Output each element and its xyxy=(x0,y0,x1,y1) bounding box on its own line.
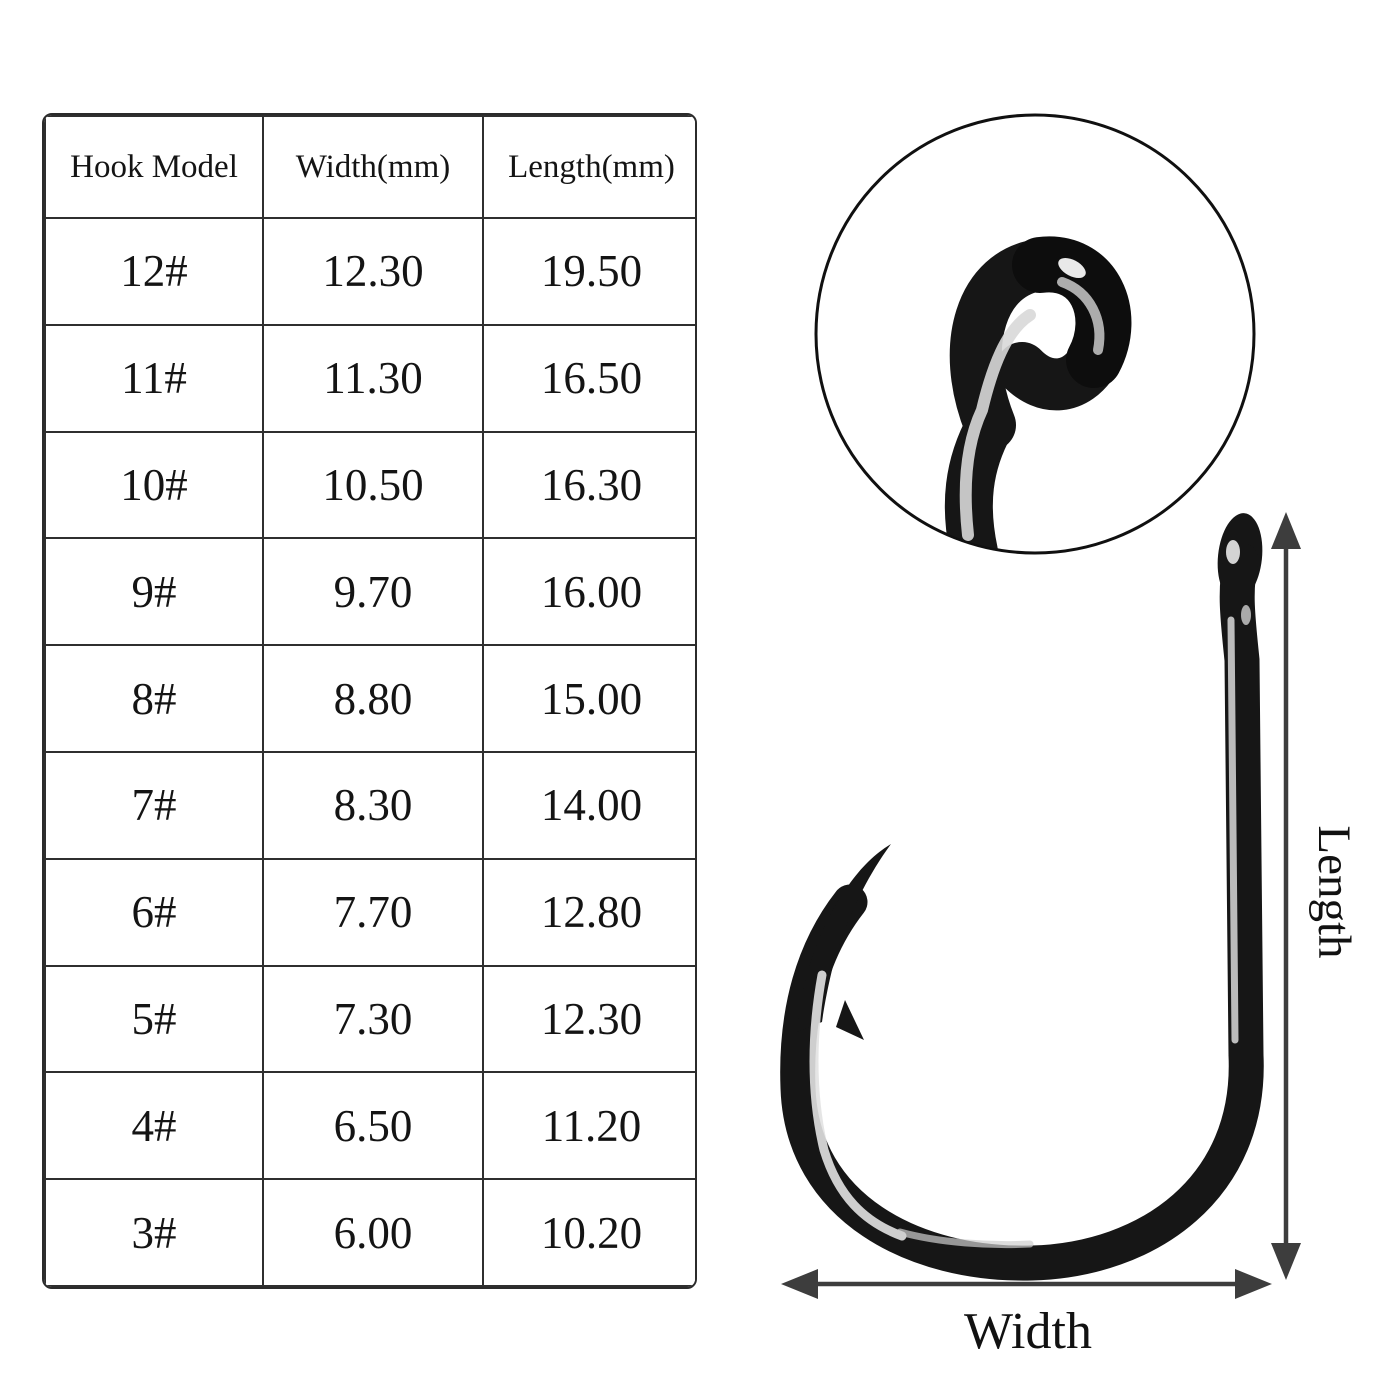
header-hook-model: Hook Model xyxy=(44,115,264,219)
bend-highlight-bottom xyxy=(896,1228,1034,1249)
length-arrowhead-bottom xyxy=(1271,1243,1301,1280)
cell-model: 5# xyxy=(44,964,264,1074)
cell-length: 10.20 xyxy=(482,1178,695,1287)
cell-width: 8.30 xyxy=(262,750,484,860)
cell-width: 6.00 xyxy=(262,1178,484,1287)
width-arrowhead-right xyxy=(1235,1269,1272,1299)
cell-length: 12.80 xyxy=(482,857,695,967)
cell-model: 10# xyxy=(44,430,264,540)
table-row: 5# 7.30 12.30 xyxy=(44,964,695,1074)
shank-highlight xyxy=(1227,616,1239,1044)
cell-model: 8# xyxy=(44,644,264,753)
length-arrow xyxy=(1271,512,1301,1280)
hook-photo xyxy=(780,513,1264,1281)
width-arrowhead-left xyxy=(781,1269,818,1299)
length-arrowhead-top xyxy=(1271,512,1301,549)
hook-wire xyxy=(780,542,1264,1281)
closeup-circle xyxy=(814,113,1256,555)
closeup-highlight-left xyxy=(959,309,1036,541)
table-row: 12# 12.30 19.50 xyxy=(44,217,695,326)
cell-length: 15.00 xyxy=(482,644,695,753)
cell-length: 16.50 xyxy=(482,323,695,433)
width-label: Width xyxy=(964,1303,1092,1360)
cell-width: 11.30 xyxy=(262,323,484,433)
table-row: 8# 8.80 15.00 xyxy=(44,644,695,753)
table-row: 6# 7.70 12.80 xyxy=(44,857,695,967)
cell-width: 10.50 xyxy=(262,430,484,540)
cell-model: 12# xyxy=(44,217,264,326)
table-row: 7# 8.30 14.00 xyxy=(44,750,695,860)
table-row: 3# 6.00 10.20 xyxy=(44,1178,695,1287)
table-row: 4# 6.50 11.20 xyxy=(44,1071,695,1181)
cell-length: 11.20 xyxy=(482,1071,695,1181)
cell-model: 7# xyxy=(44,750,264,860)
cell-width: 8.80 xyxy=(262,644,484,753)
length-label: Length xyxy=(1308,825,1360,958)
cell-length: 16.00 xyxy=(482,537,695,647)
cell-width: 7.70 xyxy=(262,857,484,967)
header-length: Length(mm) xyxy=(482,115,695,219)
head-glint-2 xyxy=(1241,605,1251,625)
cell-length: 12.30 xyxy=(482,964,695,1074)
closeup-glint xyxy=(1058,258,1086,278)
hook-eye-closeup xyxy=(814,113,1256,555)
width-arrow xyxy=(781,1269,1272,1299)
bend-highlight-left xyxy=(809,970,907,1241)
cell-model: 11# xyxy=(44,323,264,433)
cell-length: 14.00 xyxy=(482,750,695,860)
cell-width: 9.70 xyxy=(262,537,484,647)
header-row: Hook Model Width(mm) Length(mm) xyxy=(44,115,695,219)
cell-model: 3# xyxy=(44,1178,264,1287)
closeup-highlight-right xyxy=(1057,277,1105,355)
table-row: 11# 11.30 16.50 xyxy=(44,323,695,433)
table-row: 9# 9.70 16.00 xyxy=(44,537,695,647)
cell-length: 19.50 xyxy=(482,217,695,326)
head-glint xyxy=(1226,540,1240,564)
table-row: 10# 10.50 16.30 xyxy=(44,430,695,540)
header-width: Width(mm) xyxy=(262,115,484,219)
hook-size-table: Hook Model Width(mm) Length(mm) 12# 12.3… xyxy=(44,115,695,1287)
cell-model: 9# xyxy=(44,537,264,647)
hook-barb xyxy=(836,1000,864,1040)
cell-model: 4# xyxy=(44,1071,264,1181)
cell-width: 6.50 xyxy=(262,1071,484,1181)
cell-model: 6# xyxy=(44,857,264,967)
cell-length: 16.30 xyxy=(482,430,695,540)
cell-width: 12.30 xyxy=(262,217,484,326)
spec-table: Hook Model Width(mm) Length(mm) 12# 12.3… xyxy=(42,113,697,1289)
cell-width: 7.30 xyxy=(262,964,484,1074)
